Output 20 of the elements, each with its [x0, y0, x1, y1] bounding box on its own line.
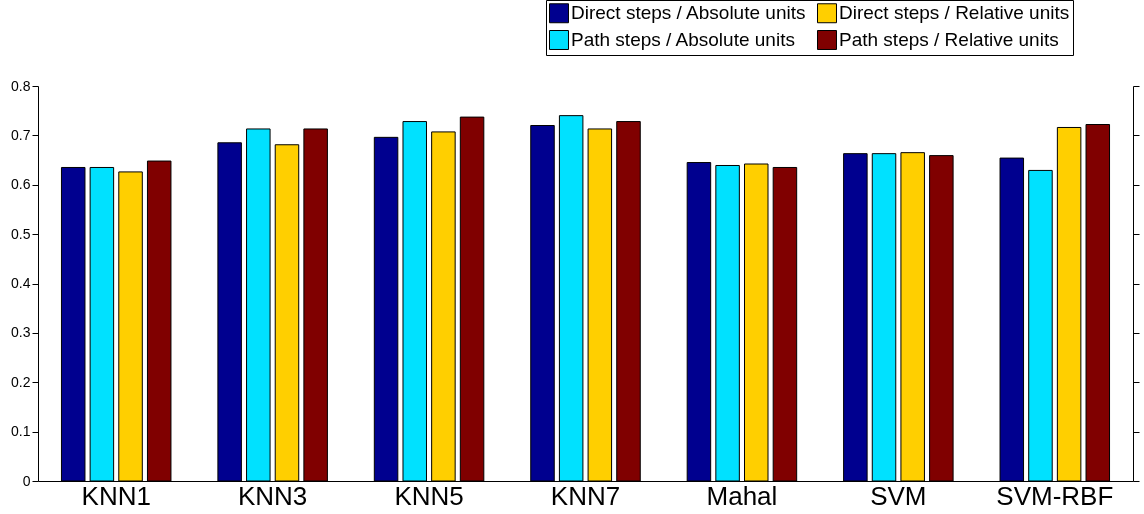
y-tick-label: 0.5 — [11, 225, 31, 242]
y-tick-label: 0.7 — [11, 126, 31, 143]
x-tick-label: KNN7 — [550, 480, 621, 511]
y-tick-label: 0.6 — [11, 176, 31, 193]
y-tick-label: 0.8 — [11, 77, 31, 94]
y-tick-label: 0.1 — [11, 423, 31, 440]
x-tick-label: KNN3 — [237, 480, 308, 511]
y-tick-label: 0.3 — [11, 324, 31, 341]
y-tick-label: 0 — [22, 472, 31, 489]
x-tick-label: Mahal — [706, 480, 778, 511]
x-tick-label: SVM — [870, 480, 927, 511]
x-tick-label: SVM-RBF — [996, 480, 1114, 511]
legend-label: Path steps / Absolute units — [571, 29, 795, 50]
legend-label: Direct steps / Relative units — [839, 2, 1070, 24]
legend-label: Direct steps / Absolute units — [571, 2, 806, 24]
x-tick-label: KNN5 — [394, 480, 464, 511]
legend-label: Path steps / Relative units — [839, 29, 1059, 50]
y-tick-label: 0.2 — [11, 373, 31, 390]
y-tick-label: 0.4 — [11, 275, 31, 291]
x-tick-label: KNN1 — [81, 480, 151, 511]
